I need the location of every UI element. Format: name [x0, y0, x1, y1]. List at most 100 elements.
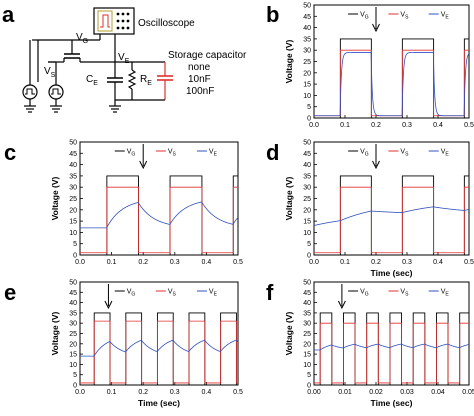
series-line-ve [80, 201, 238, 229]
panel-letter-e: e [4, 280, 16, 305]
y-tick-label: 15 [303, 82, 311, 89]
storage-capacitor-symbol [157, 75, 173, 81]
y-tick-label: 0 [307, 383, 311, 390]
series-line-vs [314, 49, 469, 117]
gate-pulse-source-icon [22, 84, 38, 100]
y-tick-label: 45 [303, 151, 311, 158]
ground-icon [50, 105, 62, 113]
x-tick-label: 0.5 [233, 389, 243, 396]
y-tick-label: 35 [303, 36, 311, 43]
y-tick-label: 10 [303, 93, 311, 100]
y-tick-label: 25 [303, 59, 311, 66]
y-tick-label: 45 [69, 151, 77, 158]
legend-entry: VG [360, 149, 369, 158]
legend-entry: VG [127, 289, 136, 298]
y-tick-label: 10 [69, 362, 77, 369]
y-axis-label: Voltage (V) [284, 311, 294, 355]
chart-panel-c: c 0 5 10 15 20 25 30 35 40 45 50 0.0 0.1 0.2 0.3 0.4 0.5 V… [4, 140, 243, 267]
ce-label: CE [86, 74, 98, 87]
y-axis-label: Voltage (V) [284, 176, 294, 220]
series-line-vg [80, 175, 238, 255]
y-tick-label: 5 [307, 372, 311, 379]
x-tick-label: 0.05 [462, 389, 474, 396]
legend-entry: VE [209, 149, 218, 158]
plot-frame [313, 4, 470, 119]
arrow-head-icon [337, 300, 346, 310]
arrow-head-icon [372, 23, 380, 33]
y-tick-label: 20 [303, 70, 311, 77]
storage-option: 100nF [186, 86, 214, 97]
panel-letter-a: a [2, 2, 15, 27]
re-resistor-symbol [127, 69, 137, 90]
y-tick-label: 50 [303, 280, 311, 287]
x-tick-label: 0.04 [431, 389, 445, 396]
y-tick-label: 50 [69, 280, 77, 287]
y-tick-label: 30 [303, 321, 311, 328]
x-tick-label: 0.5 [233, 259, 243, 266]
series-line-vg [314, 312, 469, 385]
x-tick-label: 0.3 [402, 259, 412, 266]
series-line-ve [314, 343, 469, 351]
x-axis-label: Time (sec) [371, 268, 413, 278]
legend-entry: VG [360, 289, 369, 298]
x-tick-label: 0.3 [170, 389, 180, 396]
legend-entry: VG [127, 149, 136, 158]
legend-entry: VE [441, 289, 450, 298]
ground-icon [24, 105, 36, 113]
chart-panel-f: f 0 5 10 15 20 25 30 35 40 45 50 0.00 0.01 0.02 0.03 0.0… [266, 280, 474, 409]
y-tick-label: 50 [69, 140, 77, 147]
plot-frame [313, 141, 470, 256]
x-tick-label: 0.5 [464, 259, 474, 266]
chart-panel-e: e 0 5 10 15 20 25 30 35 40 45 50 0.0 0.1 0.2 0.3 0.4 0.5 V… [4, 280, 243, 409]
source-pulse-source-icon [48, 84, 64, 100]
y-tick-label: 30 [303, 185, 311, 192]
x-tick-label: 0.4 [202, 389, 212, 396]
x-tick-label: 0.1 [107, 259, 117, 266]
series-line-ve [314, 52, 469, 117]
transistor-symbol [48, 53, 116, 63]
x-tick-label: 0.0 [309, 259, 319, 266]
x-tick-label: 0.0 [75, 259, 85, 266]
x-axis-label: Time (sec) [138, 398, 180, 408]
x-tick-label: 0.1 [340, 259, 350, 266]
y-tick-label: 50 [303, 3, 311, 10]
x-tick-label: 0.5 [464, 122, 474, 129]
y-tick-label: 5 [73, 241, 77, 248]
y-tick-label: 20 [303, 341, 311, 348]
x-tick-label: 0.2 [138, 259, 148, 266]
x-tick-label: 0.0 [309, 122, 319, 129]
panel-letter-c: c [4, 140, 16, 165]
x-tick-label: 0.3 [170, 259, 180, 266]
re-label: RE [140, 74, 152, 87]
storage-option: none [188, 62, 211, 73]
x-tick-label: 0.4 [433, 259, 443, 266]
y-tick-label: 40 [69, 162, 77, 169]
y-tick-label: 0 [307, 116, 311, 123]
y-tick-label: 40 [303, 25, 311, 32]
legend-entry: VE [441, 12, 450, 21]
vs-node-label: VS [44, 66, 56, 79]
y-tick-label: 40 [303, 300, 311, 307]
ce-capacitor-symbol [107, 77, 123, 83]
x-tick-label: 0.1 [340, 122, 350, 129]
y-tick-label: 5 [73, 372, 77, 379]
y-tick-label: 30 [303, 48, 311, 55]
y-tick-label: 40 [69, 300, 77, 307]
y-tick-label: 35 [303, 173, 311, 180]
x-tick-label: 0.02 [369, 389, 383, 396]
y-tick-label: 35 [303, 310, 311, 317]
y-tick-label: 15 [69, 219, 77, 226]
x-tick-label: 0.01 [338, 389, 352, 396]
y-tick-label: 0 [73, 253, 77, 260]
y-tick-label: 45 [69, 290, 77, 297]
y-tick-label: 20 [69, 207, 77, 214]
y-tick-label: 10 [303, 362, 311, 369]
y-tick-label: 35 [69, 310, 77, 317]
panel-letter-f: f [266, 280, 274, 305]
series-line-vs [80, 320, 238, 384]
series-line-vs [80, 186, 238, 254]
series-line-vg [314, 38, 469, 118]
storage-capacitor-title: Storage capacitor [168, 50, 247, 61]
